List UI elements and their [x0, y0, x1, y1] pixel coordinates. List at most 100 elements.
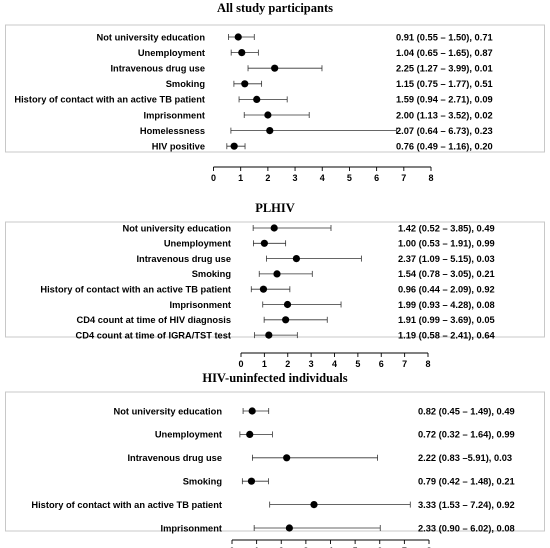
estimate-text: 0.96 (0.44 – 2.09), 0.92 — [398, 285, 495, 295]
forest-panel-2: PLHIV Not university education 1.42 (0.52 … — [5, 201, 545, 369]
row-label: CD4 count at time of IGRA/TST test — [76, 330, 231, 340]
point-estimate — [265, 331, 273, 339]
panel-title: PLHIV — [255, 201, 295, 215]
point-estimate — [271, 64, 279, 72]
row-label: History of contact with an active TB pat… — [14, 95, 205, 105]
point-estimate — [310, 501, 318, 509]
x-tick-label: 1 — [254, 546, 259, 548]
row-label: History of contact with an active TB pat… — [31, 500, 222, 510]
x-tick-label: 8 — [426, 546, 431, 548]
row-label: Smoking — [192, 269, 232, 279]
x-tick-label: 3 — [309, 359, 314, 369]
x-tick-label: 8 — [428, 173, 433, 183]
panel-frame — [5, 221, 545, 338]
estimate-text: 1.99 (0.93 – 4.28), 0.08 — [398, 300, 495, 310]
point-estimate — [292, 255, 300, 263]
point-estimate — [247, 477, 256, 485]
point-estimate — [283, 300, 292, 309]
row-label: Imprisonment — [161, 523, 222, 533]
row-label: Imprisonment — [144, 110, 205, 120]
x-tick-label: 5 — [355, 359, 360, 369]
x-tick-label: 7 — [402, 359, 407, 369]
row-label: Intravenous drug use — [127, 453, 222, 463]
row-label: Unemployment — [155, 430, 222, 440]
row-label: Intravenous drug use — [136, 254, 231, 264]
row-label: Unemployment — [138, 48, 205, 58]
estimate-text: 1.59 (0.94 – 2.71), 0.09 — [396, 95, 493, 105]
row-label: Intravenous drug use — [110, 64, 205, 74]
point-estimate — [266, 127, 274, 135]
point-estimate — [234, 33, 242, 41]
estimate-text: 1.19 (0.58 – 2.41), 0.64 — [398, 330, 495, 340]
point-estimate — [259, 285, 268, 293]
x-tick-label: 2 — [265, 173, 270, 183]
x-tick-label: 7 — [401, 173, 406, 183]
x-tick-label: 0 — [211, 173, 216, 183]
estimate-text: 0.72 (0.32 – 1.64), 0.99 — [418, 430, 515, 440]
point-estimate — [270, 224, 278, 232]
x-tick-label: 6 — [379, 359, 384, 369]
estimate-text: 1.00 (0.53 – 1.91), 0.99 — [398, 239, 495, 249]
panel-frame — [5, 24, 545, 153]
x-tick-label: 4 — [332, 359, 337, 369]
row-label: Not university education — [114, 406, 223, 416]
x-tick-label: 5 — [353, 546, 358, 548]
estimate-text: 1.42 (0.52 – 3.85), 0.49 — [398, 223, 495, 233]
x-tick-label: 4 — [320, 173, 325, 183]
x-tick-label: 0 — [238, 359, 243, 369]
estimate-text: 1.54 (0.78 – 3.05), 0.21 — [398, 269, 495, 279]
x-tick-label: 1 — [238, 173, 243, 183]
estimate-text: 1.04 (0.65 – 1.65), 0.87 — [396, 48, 493, 58]
panel-frame — [5, 391, 545, 532]
x-tick-label: 7 — [402, 546, 407, 548]
estimate-text: 0.91 (0.55 – 1.50), 0.71 — [396, 32, 493, 42]
estimate-text: 3.33 (1.53 – 7.24), 0.92 — [418, 500, 515, 510]
row-label: Smoking — [166, 79, 206, 89]
x-tick-label: 3 — [303, 546, 308, 548]
x-tick-label: 6 — [374, 173, 379, 183]
point-estimate — [285, 524, 293, 532]
estimate-text: 0.79 (0.42 – 1.48), 0.21 — [418, 477, 515, 487]
row-label: Homelessness — [140, 126, 205, 136]
panel-title: HIV-uninfected individuals — [202, 371, 347, 385]
row-label: Not university education — [97, 32, 206, 42]
point-estimate — [241, 80, 249, 88]
point-estimate — [283, 454, 291, 462]
row-label: Not university education — [123, 223, 232, 233]
x-tick-label: 2 — [285, 359, 290, 369]
point-estimate — [246, 430, 254, 438]
x-tick-label: 2 — [279, 546, 284, 548]
point-estimate — [238, 49, 246, 57]
x-tick-label: 6 — [377, 546, 382, 548]
point-estimate — [264, 111, 272, 119]
row-label: CD4 count at time of HIV diagnosis — [77, 315, 231, 325]
estimate-text: 2.25 (1.27 – 3.99), 0.01 — [396, 64, 493, 74]
point-estimate — [248, 407, 256, 415]
x-tick-label: 0 — [229, 546, 234, 548]
x-tick-label: 5 — [347, 173, 352, 183]
forest-panel-1: All study participants Not university edu… — [5, 1, 545, 183]
point-estimate — [253, 95, 261, 103]
row-label: History of contact with an active TB pat… — [40, 285, 231, 295]
x-tick-label: 3 — [293, 173, 298, 183]
estimate-text: 2.33 (0.90 – 6.02), 0.08 — [418, 523, 515, 533]
point-estimate — [273, 270, 281, 278]
estimate-text: 2.07 (0.64 – 6.73), 0.23 — [396, 126, 493, 136]
x-tick-label: 1 — [262, 359, 267, 369]
row-label: HIV positive — [152, 142, 205, 152]
estimate-text: 2.00 (1.13 – 3.52), 0.02 — [396, 110, 493, 120]
point-estimate — [282, 316, 290, 324]
x-tick-label: 8 — [425, 359, 430, 369]
panel-title: All study participants — [217, 1, 333, 15]
x-tick-label: 4 — [328, 546, 333, 548]
estimate-text: 2.37 (1.09 – 5.15), 0.03 — [398, 254, 495, 264]
forest-panel-3: HIV-uninfected individuals Not university… — [5, 371, 545, 548]
estimate-text: 1.15 (0.75 – 1.77), 0.51 — [396, 79, 493, 89]
estimate-text: 1.91 (0.99 – 3.69), 0.05 — [398, 315, 495, 325]
point-estimate — [260, 239, 268, 247]
estimate-text: 2.22 (0.83 –5.91), 0.03 — [418, 453, 512, 463]
estimate-text: 0.76 (0.49 – 1.16), 0.20 — [396, 142, 493, 152]
estimate-text: 0.82 (0.45 – 1.49), 0.49 — [418, 406, 515, 416]
row-label: Smoking — [183, 477, 223, 487]
